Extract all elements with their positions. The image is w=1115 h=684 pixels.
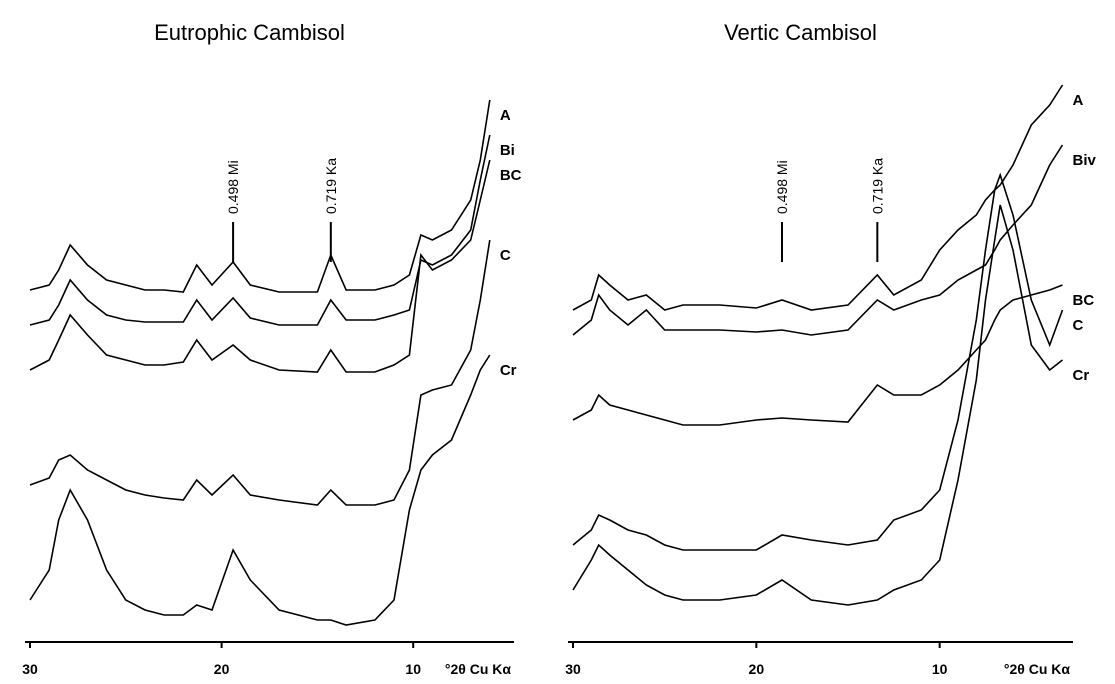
curve-label: C	[500, 247, 511, 264]
curve-label: Biv	[1073, 152, 1097, 169]
annotation: 0.498 Mi	[774, 160, 790, 214]
curve-label: Bi	[500, 142, 515, 159]
chart-title: Vertic Cambisol	[724, 20, 877, 45]
xrd-curve	[572, 284, 1063, 426]
x-axis-label: °2θ Cu Kα	[445, 661, 512, 677]
curve-label: C	[1073, 317, 1084, 334]
annotation: 0.719 Ka	[323, 158, 339, 214]
x-tick-label: 10	[932, 661, 948, 677]
x-tick-label: 10	[405, 661, 421, 677]
xrd-curve	[572, 204, 1063, 606]
x-tick-label: 30	[22, 661, 38, 677]
xrd-curve	[572, 84, 1064, 311]
xrd-curve	[29, 99, 491, 293]
x-tick-label: 20	[749, 661, 765, 677]
curve-label: Cr	[500, 362, 517, 379]
xrd-curve	[29, 159, 491, 373]
xrd-curve	[29, 239, 491, 506]
curve-label: BC	[500, 167, 522, 184]
xrd-curve	[29, 354, 491, 626]
chart-title: Eutrophic Cambisol	[154, 20, 345, 45]
curve-label: Cr	[1073, 367, 1090, 384]
xrd-curve	[572, 172, 1064, 551]
x-axis-label: °2θ Cu Kα	[1004, 661, 1071, 677]
xrd-curve	[572, 144, 1064, 336]
annotation: 0.719 Ka	[869, 158, 885, 214]
curve-label: A	[500, 107, 511, 124]
annotation: 0.498 Mi	[225, 160, 241, 214]
curve-label: BC	[1073, 292, 1095, 309]
curve-label: A	[1073, 92, 1084, 109]
x-tick-label: 30	[565, 661, 581, 677]
xrd-curve	[29, 134, 491, 326]
x-tick-label: 20	[214, 661, 230, 677]
